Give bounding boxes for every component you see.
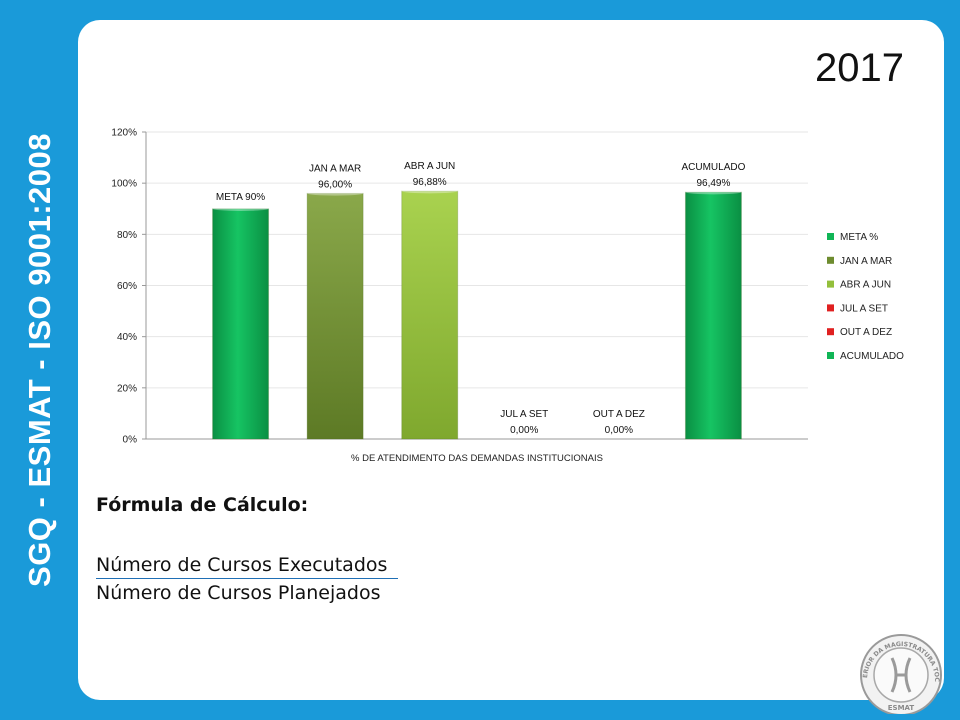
y-tick-label: 40% (117, 332, 137, 343)
legend-item: ACUMULADO (840, 351, 904, 362)
y-tick-label: 100% (111, 179, 137, 190)
bar-top-highlight (307, 191, 364, 196)
data-value-label: 96,49% (696, 178, 730, 189)
formula-block: Fórmula de Cálculo: Número de Cursos Exe… (96, 494, 398, 604)
bar-abr-a-jun (401, 190, 459, 440)
formula-denominator: Número de Cursos Planejados (96, 582, 381, 604)
data-label: JUL A SET (500, 409, 548, 420)
bar-top-highlight (685, 189, 742, 195)
svg-text:ESMAT: ESMAT (888, 704, 915, 712)
y-tick-label: 120% (111, 128, 137, 139)
y-tick-label: 0% (123, 435, 138, 446)
formula-title: Fórmula de Cálculo: (96, 494, 309, 516)
y-tick-label: 60% (117, 281, 137, 292)
legend-item: ABR A JUN (840, 280, 891, 291)
data-label: OUT A DEZ (593, 409, 645, 420)
data-label: JAN A MAR (309, 163, 361, 174)
y-tick-label: 80% (117, 230, 137, 241)
data-label: META 90% (216, 192, 265, 203)
year-title: 2017 (815, 46, 904, 90)
legend-swatch (827, 280, 834, 288)
legend-swatch (827, 304, 834, 312)
data-label: ACUMULADO (681, 162, 745, 173)
legend-item: META % (840, 232, 878, 243)
data-value-label: 96,00% (318, 179, 352, 190)
bar-top-highlight (401, 188, 458, 194)
data-label: ABR A JUN (404, 161, 455, 172)
formula-numerator: Número de Cursos Executados (96, 554, 388, 576)
fraction-line (96, 578, 398, 579)
legend-item: OUT A DEZ (840, 327, 892, 338)
y-tick-label: 20% (117, 383, 137, 394)
esmat-seal-logo: ESCOLA SUPERIOR DA MAGISTRATURA TOCANTIN… (856, 630, 942, 714)
legend-swatch (827, 256, 834, 264)
data-value-label: 0,00% (510, 425, 538, 436)
legend-swatch (827, 352, 834, 359)
bar-acumulado (684, 191, 742, 440)
data-value-label: 96,88% (413, 177, 447, 188)
bar-meta- (212, 208, 270, 440)
bar-jan-a-mar (306, 192, 364, 440)
legend-item: JAN A MAR (840, 256, 892, 267)
bar-top-highlight (212, 206, 269, 211)
data-value-label: 0,00% (605, 425, 633, 436)
legend-swatch (827, 328, 834, 336)
x-axis-label: % DE ATENDIMENTO DAS DEMANDAS INSTITUCIO… (351, 453, 603, 464)
legend-swatch (827, 233, 834, 240)
legend-item: JUL A SET (840, 303, 888, 314)
